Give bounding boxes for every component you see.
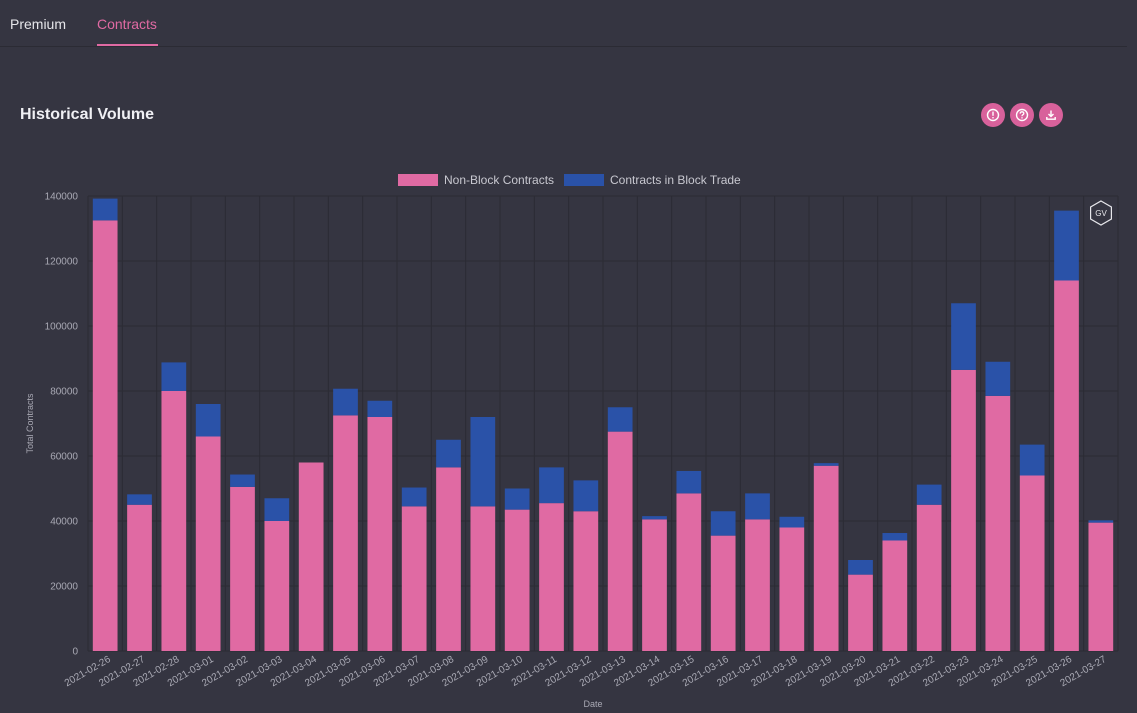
info-icon: [986, 108, 1000, 122]
bar-block-trade: [401, 487, 427, 507]
bar-block-trade: [607, 407, 633, 432]
bar-non-block: [127, 504, 152, 651]
bar-non-block: [813, 465, 839, 651]
bar-non-block: [882, 540, 908, 651]
info-button[interactable]: [981, 103, 1005, 127]
bar-non-block: [745, 519, 770, 651]
bar-block-trade: [264, 498, 290, 521]
bar-non-block: [573, 511, 599, 651]
x-axis-ticks: 2021-02-262021-02-272021-02-282021-03-01…: [63, 654, 1109, 689]
bar-block-trade: [1019, 444, 1045, 476]
y-tick-label: 20000: [50, 582, 78, 593]
y-tick-label: 40000: [50, 517, 78, 528]
bar-block-trade: [367, 400, 393, 417]
bar-block-trade: [436, 439, 461, 468]
bar-block-trade: [1088, 520, 1114, 523]
gv-logo: GV: [1089, 200, 1113, 226]
tab-contracts[interactable]: Contracts: [97, 16, 157, 32]
bar-block-trade: [813, 463, 839, 466]
bar-block-trade: [573, 480, 599, 512]
y-tick-label: 100000: [45, 322, 79, 333]
bar-non-block: [1019, 475, 1045, 651]
bar-block-trade: [676, 470, 702, 494]
bar-non-block: [539, 503, 564, 651]
bar-block-trade: [882, 533, 908, 541]
bar-block-trade: [333, 388, 358, 416]
bar-non-block: [195, 436, 221, 651]
bar-non-block: [951, 369, 976, 651]
bar-block-trade: [504, 488, 530, 510]
bar-non-block: [264, 521, 290, 651]
bar-block-trade: [779, 516, 805, 528]
legend-swatch: [398, 174, 438, 186]
historical-volume-chart: Non-Block Contracts Contracts in Block Tr…: [25, 173, 1119, 709]
page-title: Historical Volume: [20, 106, 154, 123]
bar-block-trade: [539, 467, 564, 504]
bar-block-trade: [1054, 210, 1079, 281]
active-tab-indicator: [97, 44, 158, 46]
bar-block-trade: [195, 404, 221, 437]
chart-bars: [92, 198, 1114, 651]
tab-premium[interactable]: Premium: [10, 16, 67, 32]
bar-non-block: [916, 504, 942, 651]
bar-block-trade: [848, 560, 873, 575]
bar-block-trade: [916, 484, 942, 505]
bar-block-trade: [92, 198, 118, 221]
bar-block-trade: [230, 474, 255, 487]
y-tick-label: 0: [72, 647, 78, 658]
download-button[interactable]: [1039, 103, 1063, 127]
legend-label: Non-Block Contracts: [444, 173, 554, 187]
y-tick-label: 120000: [45, 257, 79, 268]
bar-non-block: [642, 519, 667, 651]
bar-non-block: [92, 220, 118, 651]
bar-non-block: [1054, 280, 1079, 651]
bar-block-trade: [470, 417, 496, 507]
bar-non-block: [230, 486, 255, 651]
legend-label: Contracts in Block Trade: [610, 173, 741, 187]
bar-block-trade: [745, 493, 770, 520]
x-axis-title: Date: [583, 699, 602, 709]
bar-non-block: [333, 415, 358, 651]
bar-non-block: [848, 574, 873, 651]
bar-non-block: [367, 417, 393, 651]
bar-non-block: [504, 509, 530, 651]
bar-non-block: [298, 462, 324, 651]
bar-block-trade: [642, 516, 667, 520]
y-tick-label: 60000: [50, 452, 78, 463]
help-icon: [1015, 108, 1029, 122]
bar-block-trade: [710, 511, 736, 536]
bar-block-trade: [161, 362, 187, 391]
help-button[interactable]: [1010, 103, 1034, 127]
bar-non-block: [161, 391, 187, 651]
bar-non-block: [779, 527, 805, 651]
tab-bar: Premium Contracts: [0, 0, 1127, 47]
bar-non-block: [710, 535, 736, 651]
legend-swatch: [564, 174, 604, 186]
bar-non-block: [1088, 522, 1114, 651]
chart-legend: Non-Block Contracts Contracts in Block Tr…: [398, 173, 741, 187]
svg-text:GV: GV: [1095, 209, 1107, 218]
y-axis-ticks: 0 20000 40000 60000 80000 100000 120000 140000: [45, 192, 79, 658]
bar-non-block: [401, 506, 427, 651]
bar-non-block: [676, 493, 702, 651]
bar-non-block: [470, 506, 496, 651]
y-tick-label: 80000: [50, 387, 78, 398]
chart-grid: [87, 195, 1119, 652]
bar-block-trade: [951, 303, 976, 370]
y-axis-title: Total Contracts: [25, 393, 35, 454]
bar-block-trade: [127, 494, 152, 505]
bar-block-trade: [985, 361, 1011, 396]
bar-non-block: [436, 467, 461, 651]
download-icon: [1046, 110, 1056, 120]
bar-non-block: [985, 395, 1011, 651]
y-tick-label: 140000: [45, 192, 79, 203]
bar-non-block: [607, 431, 633, 651]
